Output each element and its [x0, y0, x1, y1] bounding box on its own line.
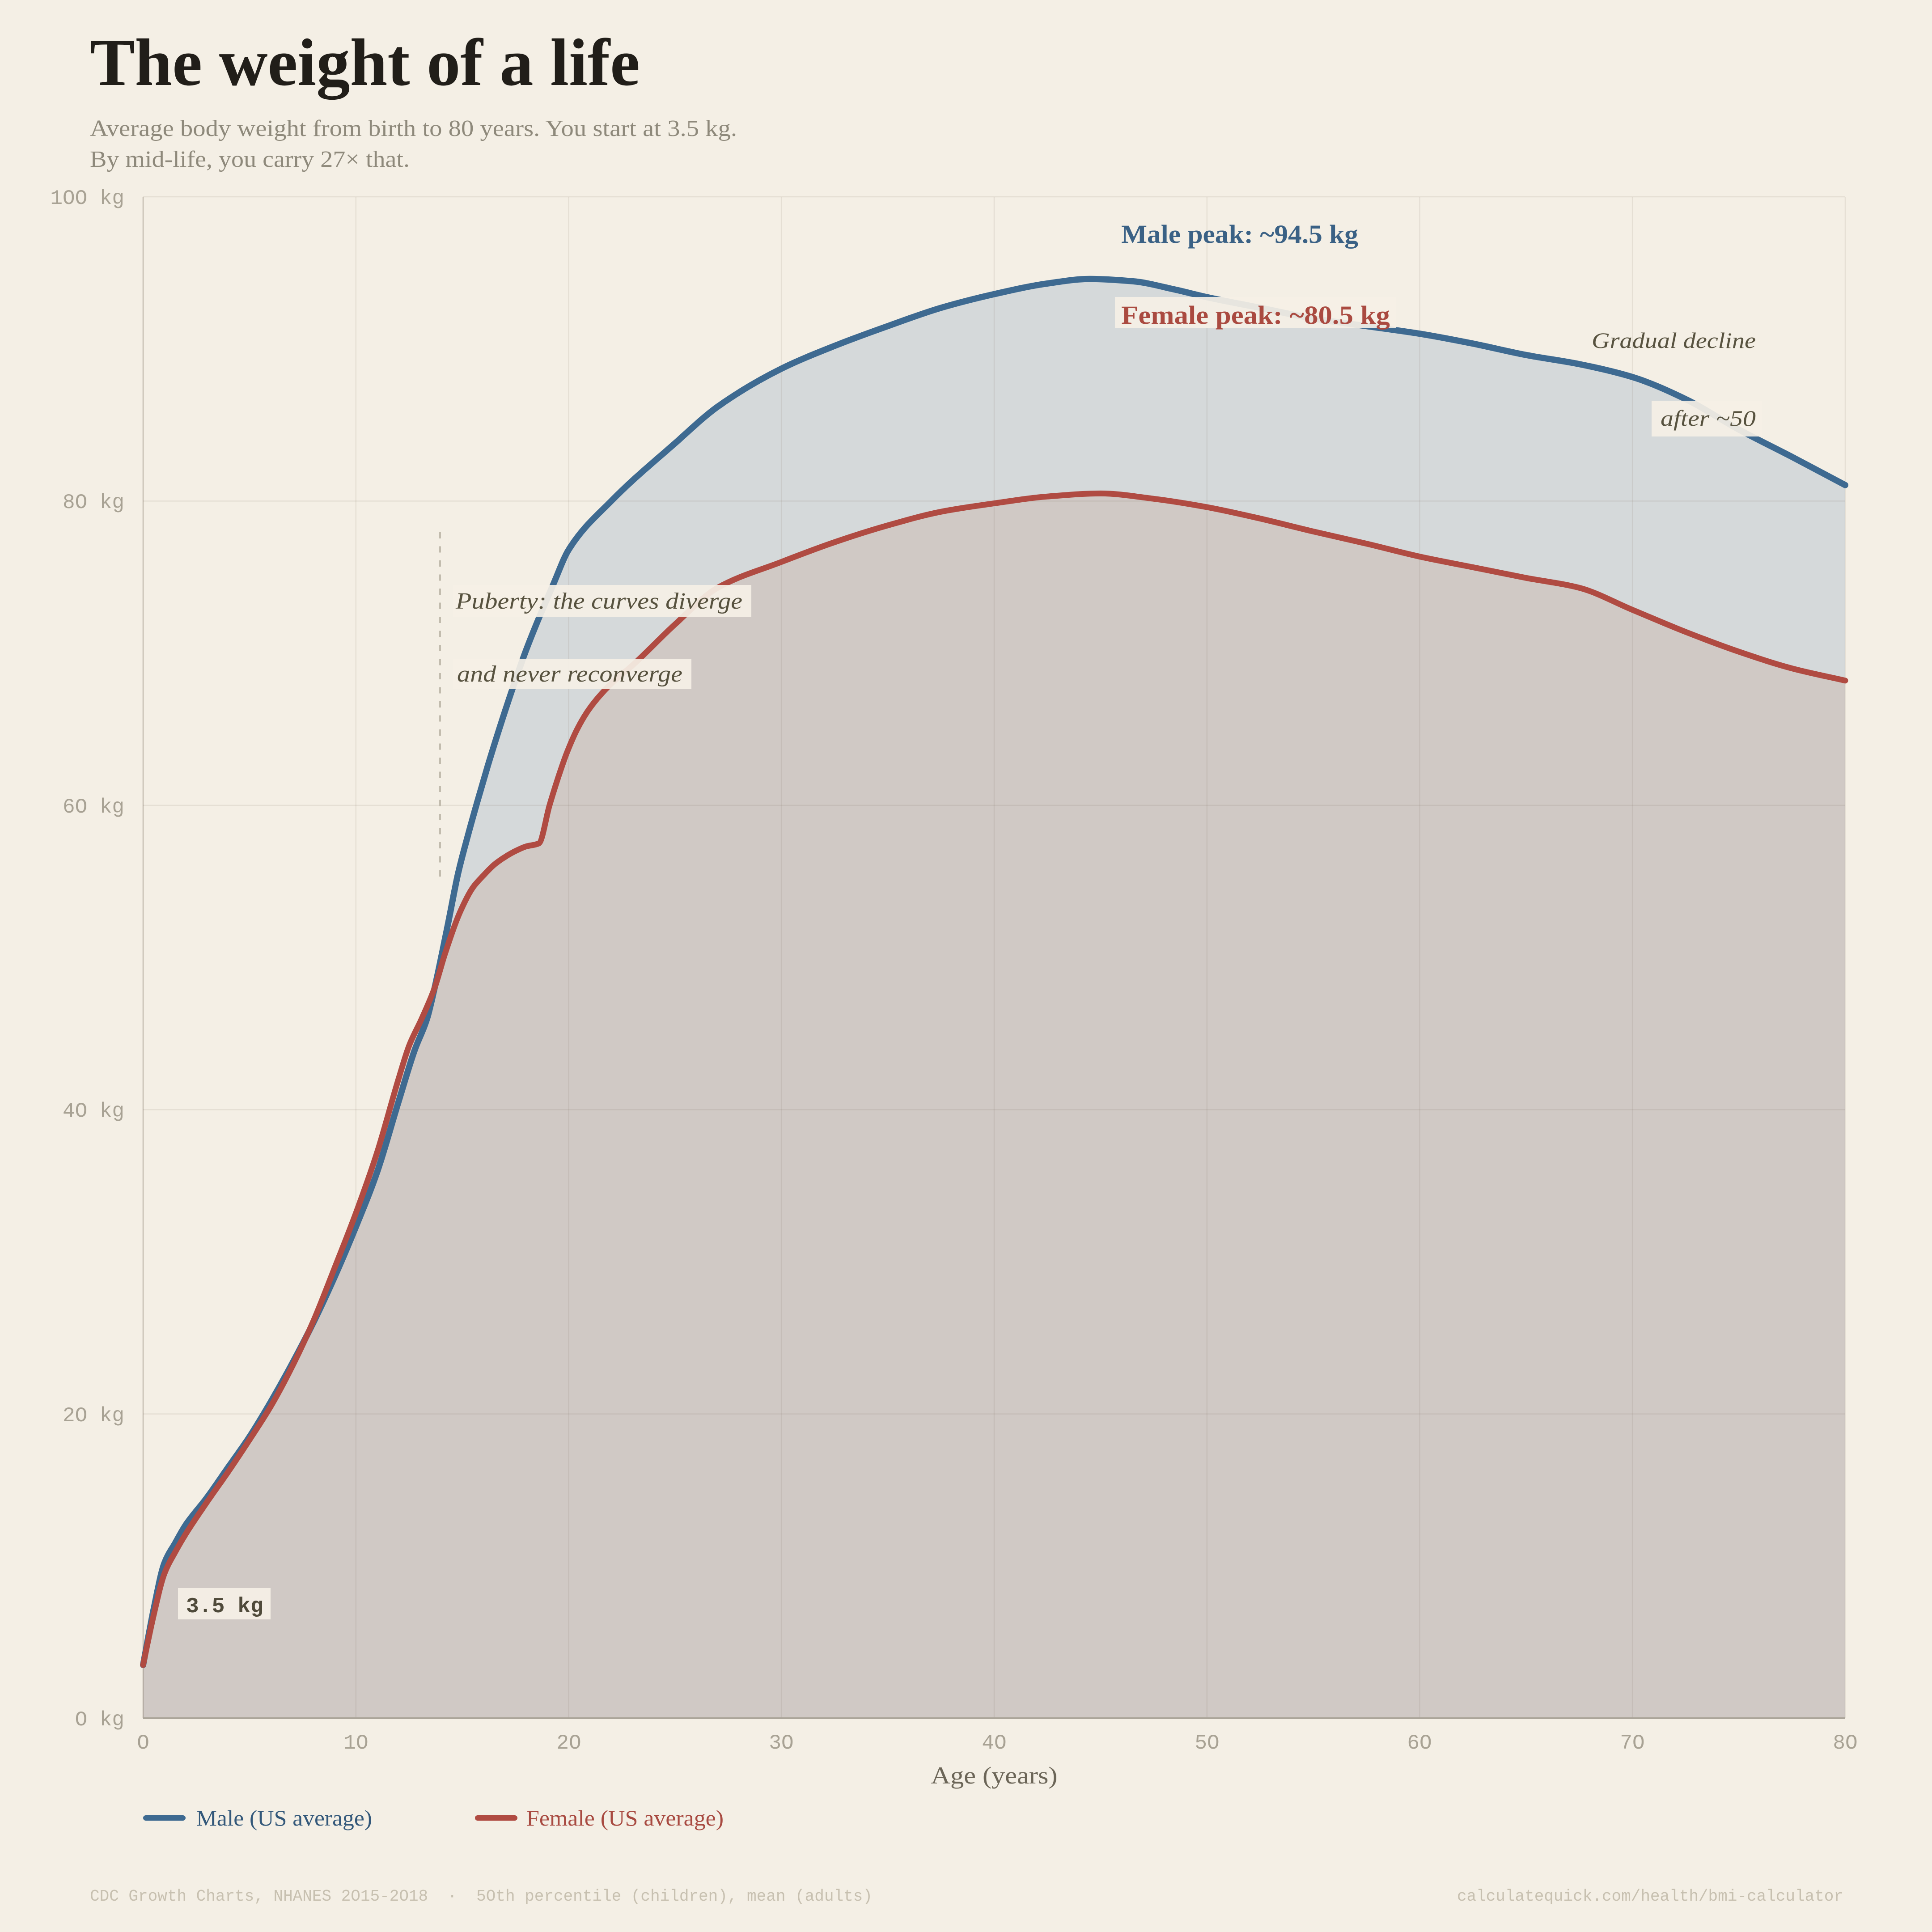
svg-text:Male peak: ~94.5 kg: Male peak: ~94.5 kg: [1121, 220, 1358, 249]
svg-text:8O kg: 8O kg: [63, 491, 124, 514]
svg-text:O: O: [137, 1732, 149, 1755]
svg-text:6O kg: 6O kg: [63, 796, 124, 819]
svg-text:Average body weight from birth: Average body weight from birth to 80 yea…: [90, 116, 737, 141]
svg-text:CDC Growth Charts, NHANES 2O15: CDC Growth Charts, NHANES 2O15-2O18 · 5O…: [90, 1887, 873, 1906]
svg-text:Gradual decline: Gradual decline: [1592, 328, 1756, 353]
svg-text:By mid-life, you carry 27× tha: By mid-life, you carry 27× that.: [90, 147, 410, 172]
svg-text:4O kg: 4O kg: [63, 1100, 124, 1123]
svg-text:2O: 2O: [556, 1732, 581, 1755]
svg-text:after ~50: after ~50: [1661, 406, 1756, 431]
svg-text:calculatequick.com/health/bmi-: calculatequick.com/health/bmi-calculator: [1457, 1887, 1843, 1906]
svg-text:8O: 8O: [1833, 1732, 1857, 1755]
svg-text:3O: 3O: [769, 1732, 793, 1755]
svg-text:3.5 kg: 3.5 kg: [186, 1595, 263, 1619]
svg-text:O kg: O kg: [75, 1708, 124, 1732]
svg-text:5O: 5O: [1195, 1732, 1219, 1755]
svg-text:Age (years): Age (years): [931, 1762, 1058, 1789]
svg-text:The weight of a life: The weight of a life: [90, 25, 640, 100]
svg-text:7O: 7O: [1620, 1732, 1644, 1755]
svg-text:1OO kg: 1OO kg: [50, 187, 124, 210]
svg-text:Female (US average): Female (US average): [526, 1805, 724, 1830]
svg-text:6O: 6O: [1407, 1732, 1432, 1755]
svg-text:Female peak: ~80.5 kg: Female peak: ~80.5 kg: [1121, 301, 1390, 330]
svg-text:and never reconverge: and never reconverge: [457, 661, 682, 687]
svg-text:1O: 1O: [343, 1732, 368, 1755]
svg-text:Male (US average): Male (US average): [196, 1805, 372, 1830]
svg-text:4O: 4O: [982, 1732, 1006, 1755]
svg-text:Puberty: the curves diverge: Puberty: the curves diverge: [455, 589, 742, 614]
svg-text:2O kg: 2O kg: [63, 1404, 124, 1428]
